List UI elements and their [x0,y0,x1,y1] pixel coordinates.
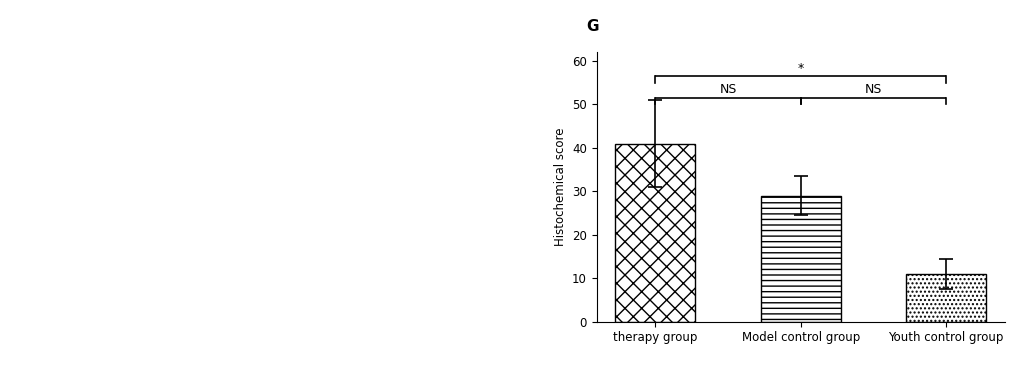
Text: G: G [586,19,598,34]
Bar [905,274,985,322]
Text: *: * [797,61,803,74]
Text: NS: NS [718,83,736,96]
Y-axis label: Histochemical score: Histochemical score [553,128,566,246]
Bar [760,196,840,322]
Text: NS: NS [864,83,881,96]
Bar [614,144,695,322]
